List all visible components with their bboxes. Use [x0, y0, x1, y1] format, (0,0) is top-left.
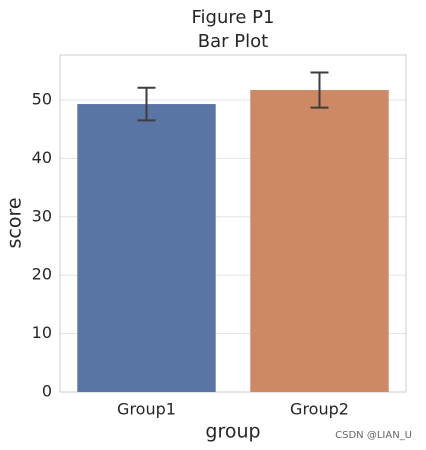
y-tick-label: 50 [32, 89, 52, 108]
y-tick-label: 40 [32, 148, 52, 167]
y-tick-label: 20 [32, 265, 52, 284]
bar [77, 104, 216, 392]
watermark: CSDN @LIAN_U [335, 430, 412, 441]
x-tick-label: Group2 [290, 400, 349, 419]
y-tick-label: 30 [32, 206, 52, 225]
x-axis-label: group [205, 421, 260, 443]
y-tick-label: 0 [42, 382, 52, 401]
bar [250, 90, 389, 392]
x-tick-label: Group1 [117, 400, 176, 419]
y-axis-label: score [4, 197, 26, 248]
y-tick-label: 10 [32, 323, 52, 342]
plot-frame [59, 54, 407, 393]
chart-subtitle: Bar Plot [198, 31, 268, 52]
chart-title: Figure P1 [192, 7, 275, 28]
